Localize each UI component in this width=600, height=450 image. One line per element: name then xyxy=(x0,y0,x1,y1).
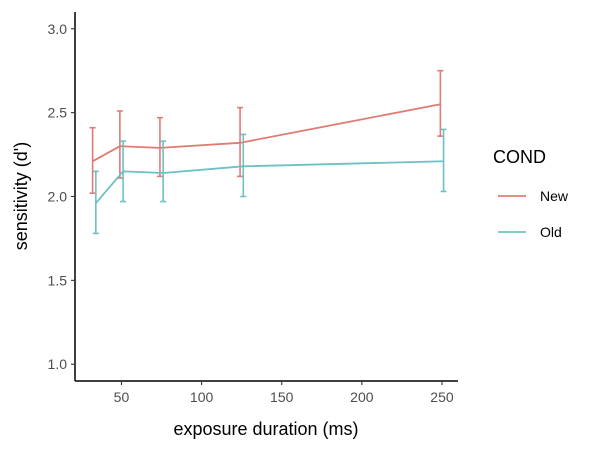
y-tick-label: 2.0 xyxy=(48,189,68,205)
y-axis-ticks: 1.0 1.5 2.0 2.5 3.0 xyxy=(48,21,75,372)
series-old xyxy=(92,128,447,235)
legend-item-old: Old xyxy=(498,224,562,240)
x-tick-label: 150 xyxy=(270,389,294,405)
legend: COND New Old xyxy=(493,147,569,240)
error-bar xyxy=(437,69,444,137)
error-bar xyxy=(116,110,123,179)
x-tick-label: 100 xyxy=(190,389,214,405)
x-tick-label: 200 xyxy=(350,389,374,405)
legend-item-new: New xyxy=(498,188,569,204)
legend-label: New xyxy=(540,188,569,204)
series-new xyxy=(89,69,444,194)
x-axis-ticks: 50 100 150 200 250 xyxy=(114,381,454,405)
plot-area xyxy=(89,69,447,235)
x-tick-label: 50 xyxy=(114,389,130,405)
x-axis-title: exposure duration (ms) xyxy=(173,419,358,439)
y-tick-label: 3.0 xyxy=(48,21,68,37)
x-tick-label: 250 xyxy=(430,389,454,405)
legend-label: Old xyxy=(540,224,562,240)
y-tick-label: 1.0 xyxy=(48,356,68,372)
legend-items: New Old xyxy=(498,188,569,240)
y-tick-label: 1.5 xyxy=(48,272,68,288)
error-bar xyxy=(440,128,447,193)
series-line xyxy=(95,160,444,204)
y-axis-title: sensitivity (d') xyxy=(11,142,31,250)
error-bar xyxy=(160,140,167,203)
series-line xyxy=(92,103,441,163)
y-tick-label: 2.5 xyxy=(48,105,68,121)
legend-title: COND xyxy=(493,147,546,167)
